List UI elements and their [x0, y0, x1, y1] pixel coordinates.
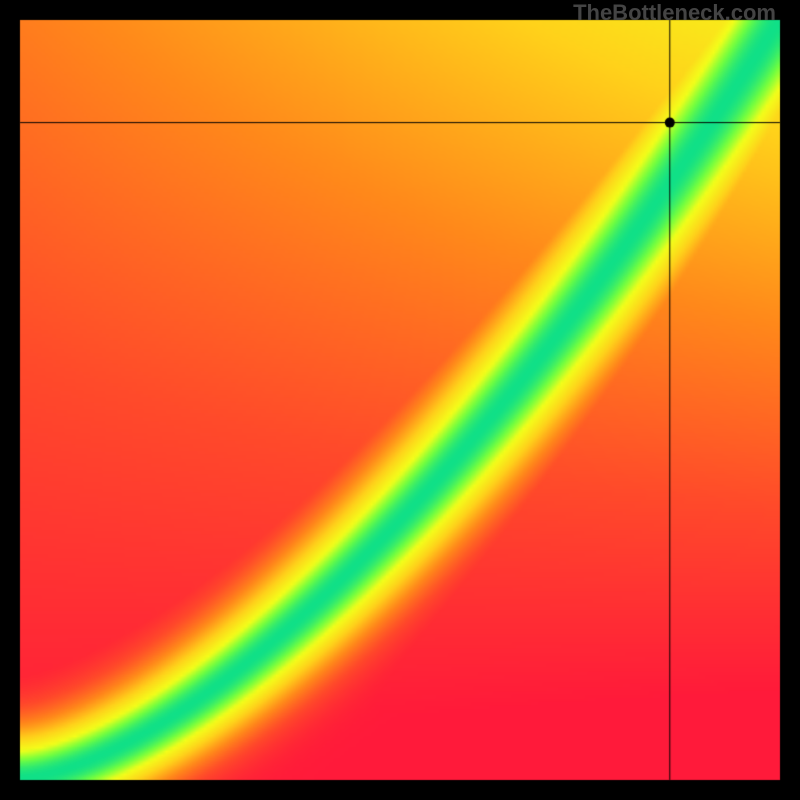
watermark-text: TheBottleneck.com — [573, 0, 776, 26]
crosshair-overlay — [0, 0, 800, 800]
chart-container: { "chart": { "type": "heatmap", "canvas_… — [0, 0, 800, 800]
